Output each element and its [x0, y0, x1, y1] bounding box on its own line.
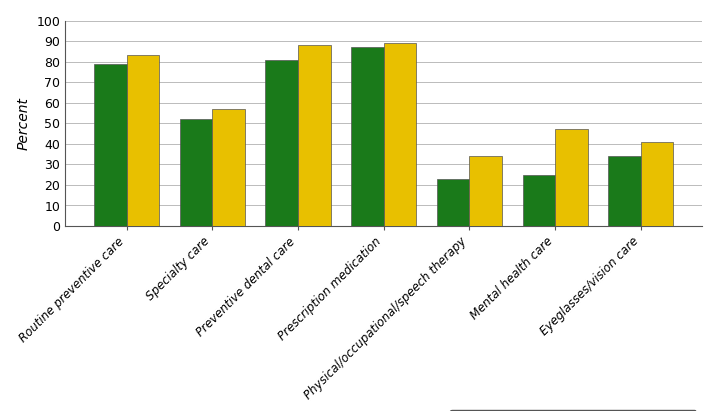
Y-axis label: Percent: Percent — [17, 97, 31, 150]
Bar — [266, 60, 298, 226]
Bar — [469, 156, 502, 226]
Bar — [351, 47, 384, 226]
Legend: All CSHCN, Adopted CSHCN: All CSHCN, Adopted CSHCN — [449, 410, 696, 411]
Bar — [523, 175, 555, 226]
Bar — [384, 43, 416, 226]
Bar — [212, 109, 245, 226]
Bar — [641, 142, 673, 226]
Bar — [298, 45, 331, 226]
Bar — [127, 55, 159, 226]
Bar — [437, 179, 469, 226]
Bar — [180, 119, 212, 226]
Bar — [555, 129, 588, 226]
Bar — [94, 64, 127, 226]
Bar — [608, 156, 641, 226]
